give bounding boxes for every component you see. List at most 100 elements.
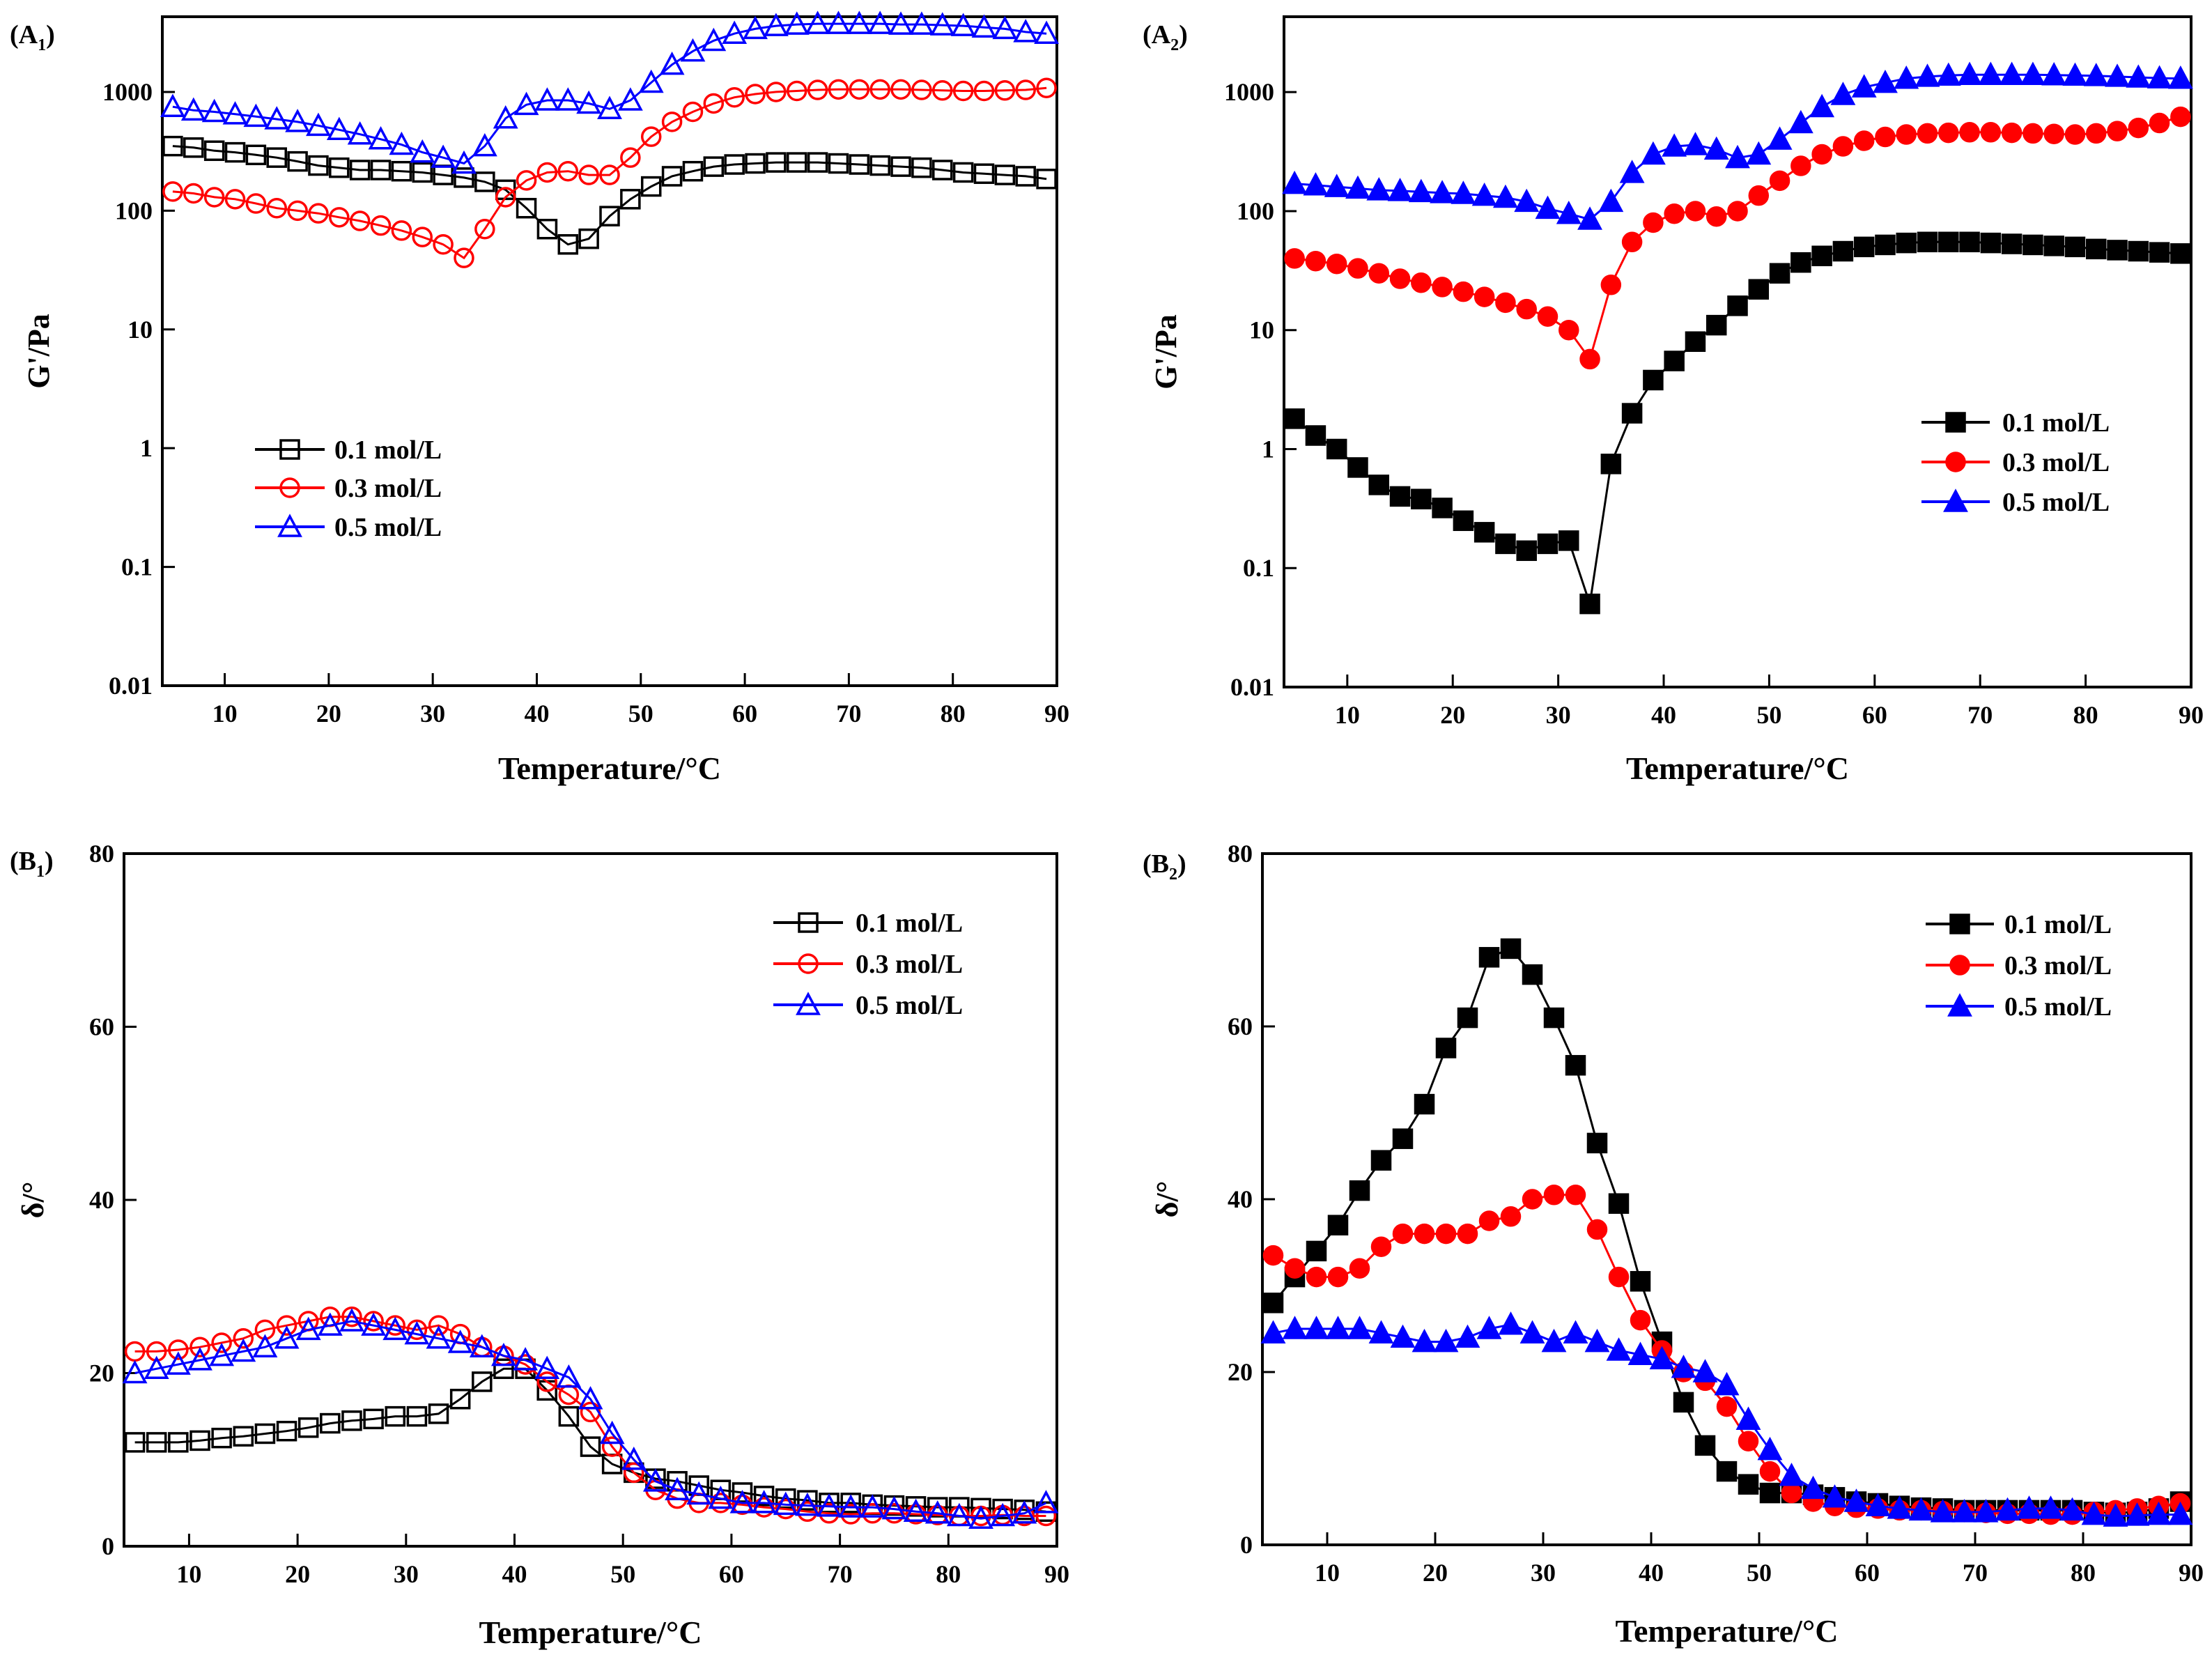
legend-entry: 0.1 mol/L xyxy=(1921,408,2110,438)
x-tick-label: 10 xyxy=(1335,701,1360,729)
legend-marker-square xyxy=(798,912,819,933)
data-point-square xyxy=(266,147,287,168)
x-tick-label: 20 xyxy=(1423,1559,1448,1587)
data-point-circle xyxy=(391,220,412,241)
legend-marker-circle xyxy=(279,477,300,498)
data-point-triangle xyxy=(1915,63,1940,87)
data-point-square xyxy=(1643,369,1664,391)
data-point-triangle xyxy=(860,1494,885,1518)
y-tick-label: 100 xyxy=(1237,197,1274,225)
data-point-triangle xyxy=(1995,1497,2020,1521)
legend-marker-triangle xyxy=(1947,993,1972,1017)
data-point-triangle xyxy=(1013,19,1039,43)
data-point-triangle xyxy=(708,1485,734,1509)
data-point-triangle xyxy=(1455,1324,1480,1348)
x-tick-label: 80 xyxy=(2071,1559,2096,1587)
data-point-circle xyxy=(599,164,620,185)
data-point-circle xyxy=(168,1339,189,1360)
data-point-square xyxy=(620,189,641,210)
panel-label: (A2) xyxy=(1143,20,1188,54)
legend-label: 0.5 mol/L xyxy=(2002,488,2110,517)
legend-label: 0.3 mol/L xyxy=(334,474,442,503)
data-point-triangle xyxy=(1692,1359,1718,1382)
data-point-circle xyxy=(233,1328,254,1349)
data-point-square xyxy=(1791,252,1811,273)
data-point-square xyxy=(1495,533,1516,555)
data-point-square xyxy=(297,1417,319,1438)
data-point-triangle xyxy=(2124,1502,2150,1526)
chart-panel-a1: (A1) 10 20 30 40 50 60 70 80 90 0.01 0.1 1 10 100 1000 T… xyxy=(10,10,1069,786)
data-point-square xyxy=(472,1371,493,1392)
data-point-circle xyxy=(495,187,516,208)
data-point-square xyxy=(578,228,599,249)
y-axis-label: G'/Pa xyxy=(22,314,56,389)
data-point-circle xyxy=(1389,268,1411,289)
x-tick-label: 30 xyxy=(1531,1559,1556,1587)
data-point-triangle xyxy=(317,1312,343,1336)
x-tick-label: 20 xyxy=(285,1560,310,1588)
data-point-triangle xyxy=(838,1494,864,1518)
series-0-5-mol-l xyxy=(1282,61,2193,230)
x-axis-label: Temperature/°C xyxy=(1626,750,1849,786)
data-point-circle xyxy=(682,101,704,123)
data-point-square xyxy=(183,137,204,158)
data-point-square xyxy=(1559,530,1579,551)
data-point-circle xyxy=(890,79,911,100)
data-point-square xyxy=(224,141,246,163)
data-point-square xyxy=(1435,1038,1457,1058)
data-point-circle xyxy=(536,162,558,183)
data-point-triangle xyxy=(1430,180,1455,203)
data-point-circle xyxy=(1738,1431,1759,1451)
data-point-triangle xyxy=(1671,1355,1696,1378)
data-point-square xyxy=(454,167,474,188)
data-point-square xyxy=(536,219,558,240)
x-tick-label: 70 xyxy=(1967,701,1993,729)
data-point-circle xyxy=(2128,117,2149,139)
data-point-square xyxy=(1326,438,1347,460)
legend-marker-circle xyxy=(1945,452,1966,472)
data-point-triangle xyxy=(990,1502,1016,1527)
data-point-square xyxy=(287,151,308,172)
x-tick-label: 20 xyxy=(1440,701,1465,729)
data-point-triangle xyxy=(1519,1320,1545,1343)
data-point-triangle xyxy=(1683,132,1708,155)
data-point-triangle xyxy=(597,95,622,120)
data-point-triangle xyxy=(1303,172,1329,196)
data-point-triangle xyxy=(578,1386,603,1410)
data-point-triangle xyxy=(1703,136,1729,160)
legend-label: 0.1 mol/L xyxy=(856,909,963,938)
data-point-circle xyxy=(308,203,329,224)
data-point-triangle xyxy=(1725,144,1750,169)
data-point-triangle xyxy=(2059,1497,2085,1521)
data-point-circle xyxy=(828,79,849,100)
y-tick-label: 1000 xyxy=(102,78,153,106)
data-point-triangle xyxy=(1822,1484,1848,1508)
y-tick-label: 60 xyxy=(1228,1012,1253,1040)
data-point-triangle xyxy=(665,1477,690,1500)
data-point-circle xyxy=(1349,1258,1370,1279)
series-0-5-mol-l xyxy=(122,1308,1059,1529)
data-point-circle xyxy=(952,80,974,102)
data-point-triangle xyxy=(1535,195,1561,219)
data-point-circle xyxy=(786,80,807,102)
data-point-square xyxy=(807,152,828,173)
data-point-triangle xyxy=(1973,1499,1999,1523)
legend-marker-circle xyxy=(1949,955,1970,976)
data-point-circle xyxy=(349,210,371,231)
data-point-triangle xyxy=(469,1334,495,1357)
data-point-triangle xyxy=(447,1330,473,1353)
data-point-square xyxy=(1759,1482,1781,1504)
series-0-1-mol-l xyxy=(162,135,1057,255)
data-point-triangle xyxy=(180,97,206,121)
data-point-circle xyxy=(766,82,787,102)
data-point-circle xyxy=(1781,1482,1802,1504)
y-tick-label: 10 xyxy=(1249,316,1274,344)
data-point-circle xyxy=(474,219,495,240)
data-point-triangle xyxy=(805,10,830,34)
data-point-circle xyxy=(329,207,350,228)
data-point-triangle xyxy=(743,15,768,40)
data-point-square xyxy=(1706,314,1727,336)
data-point-triangle xyxy=(122,1359,148,1384)
data-point-triangle xyxy=(1714,1371,1740,1396)
chart-panel-b1: (B1) 10 20 30 40 50 60 70 80 90 0 20 40 60 80 Temperatu… xyxy=(10,840,1069,1650)
